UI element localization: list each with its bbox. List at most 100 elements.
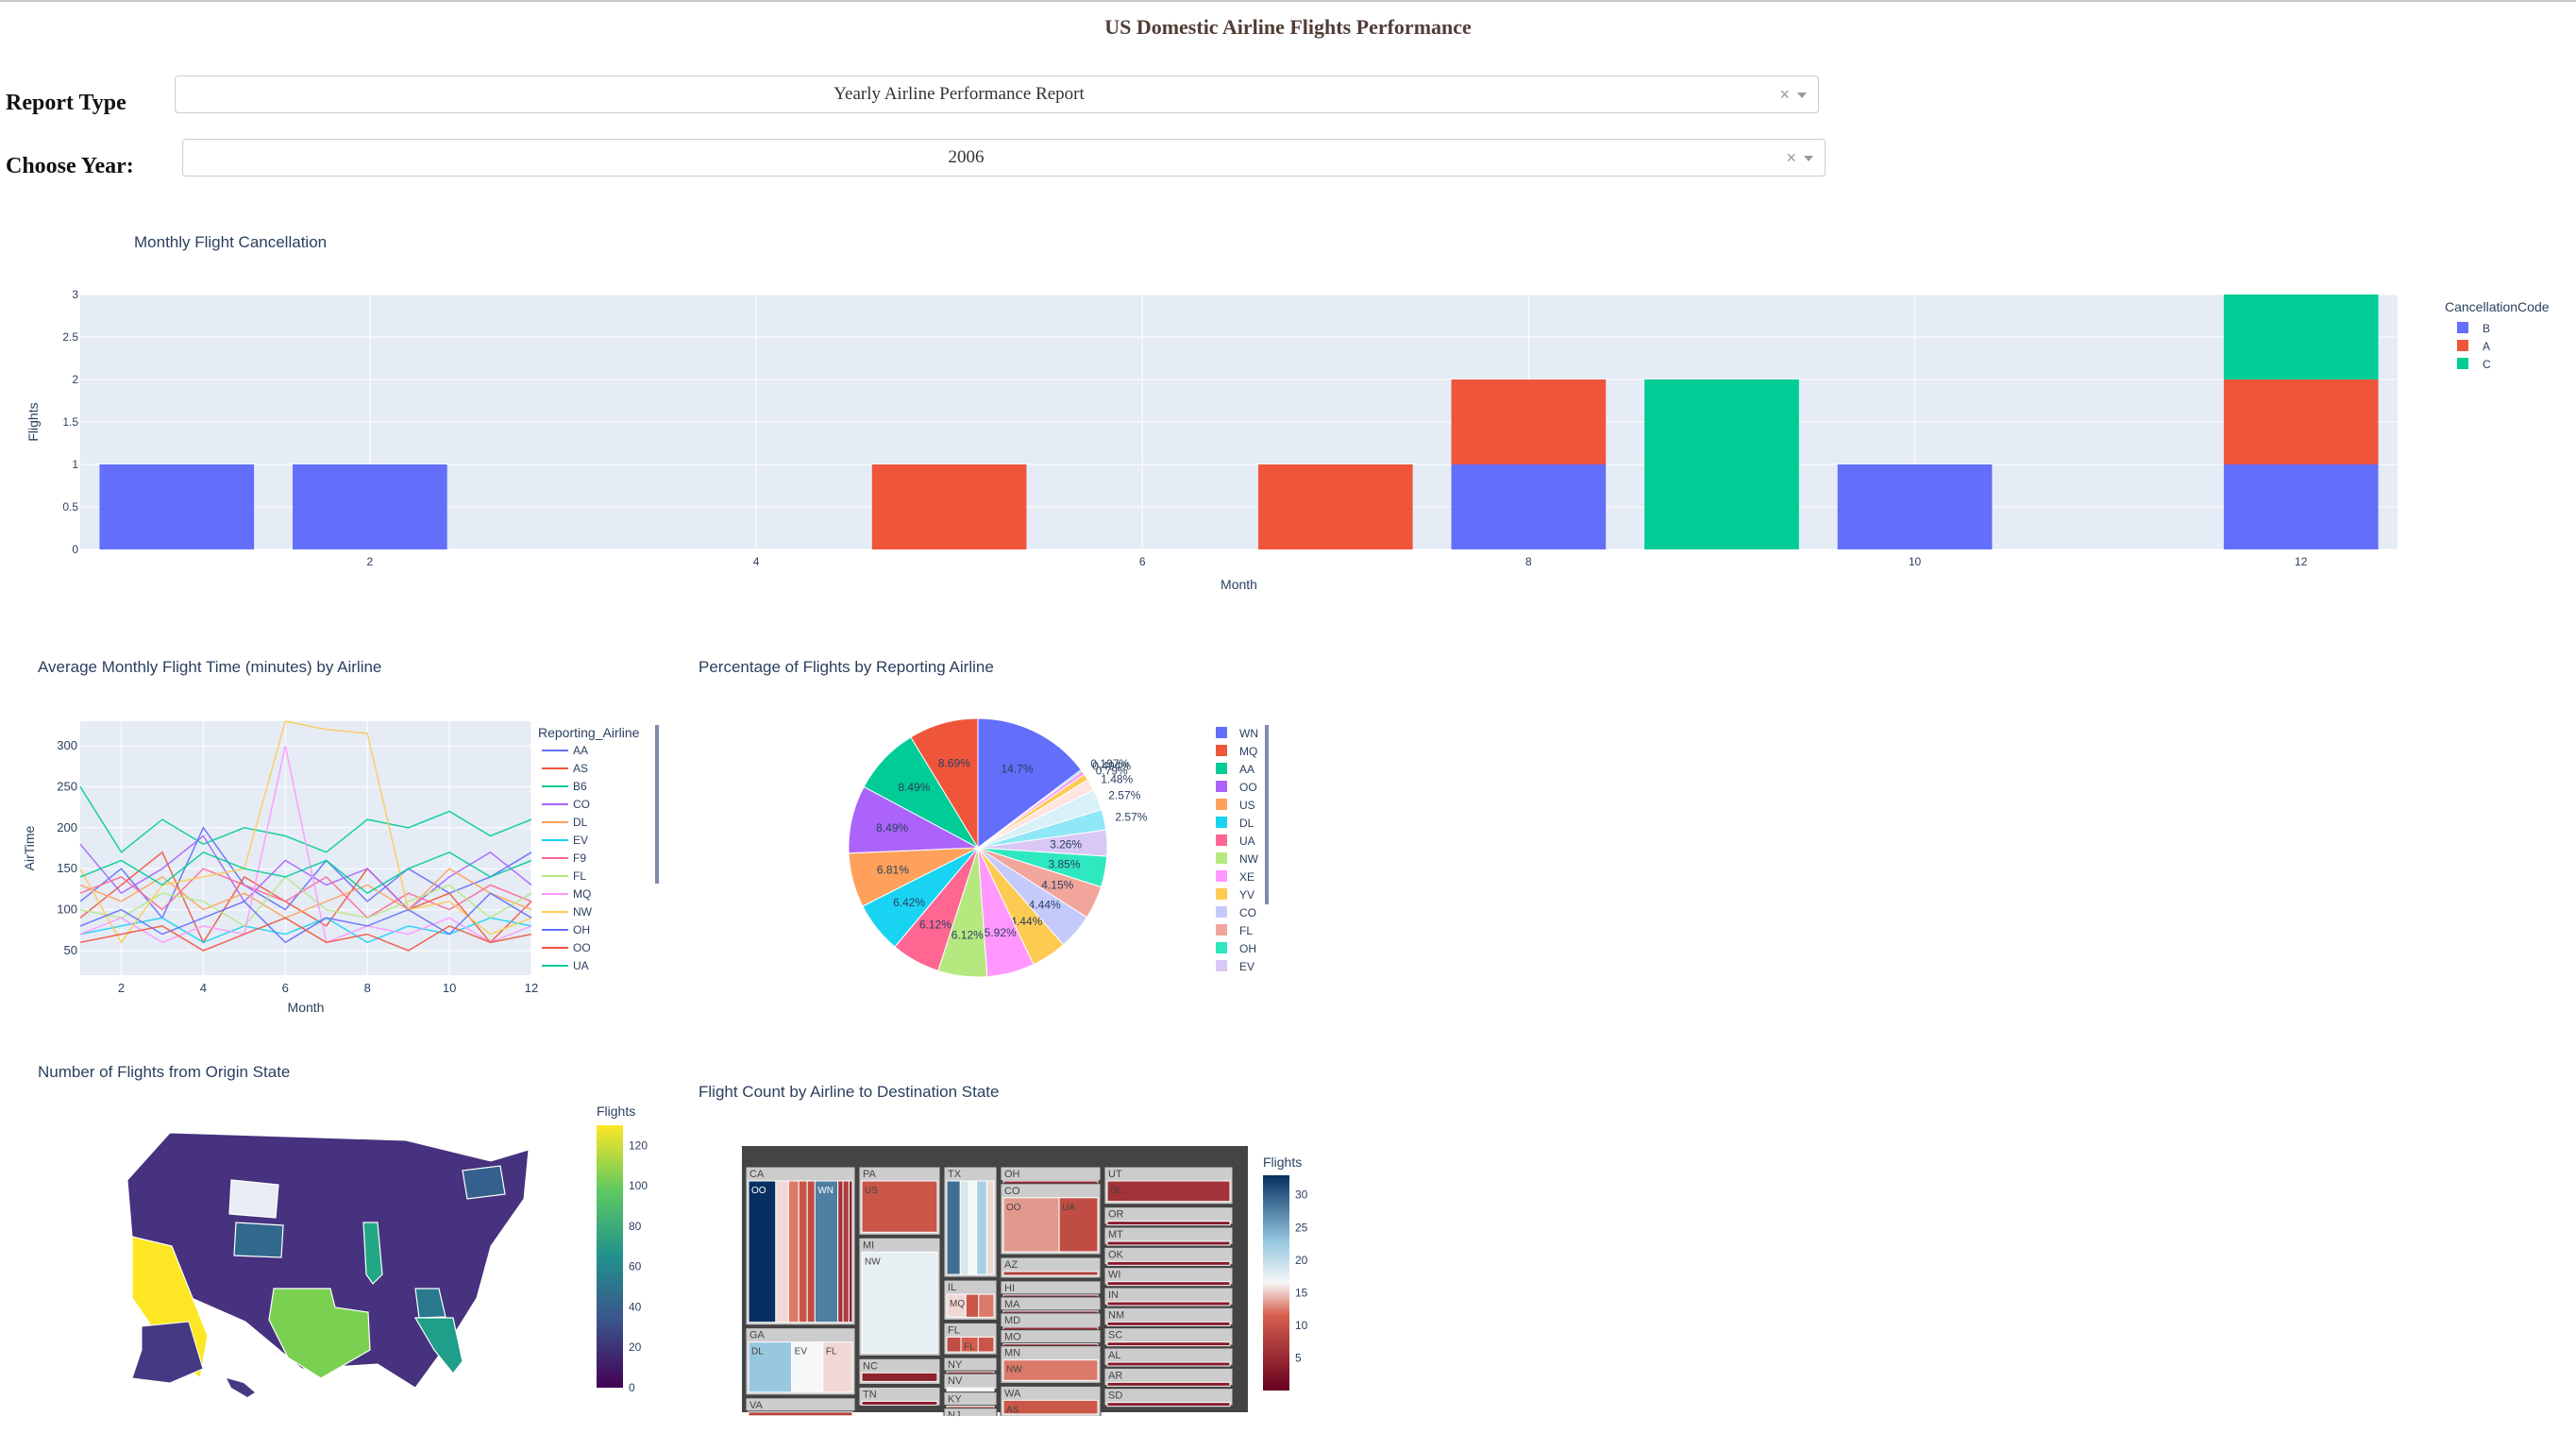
x-tick-label: 10 xyxy=(443,981,456,995)
legend-item: US xyxy=(1239,799,1255,812)
bar-B xyxy=(1837,464,1993,549)
treemap-cell-label: WN xyxy=(817,1186,833,1196)
colorbar-tick: 30 xyxy=(1295,1189,1308,1202)
treemap-cell-B6 xyxy=(837,1180,844,1323)
state-TX xyxy=(268,1288,371,1379)
colorbar xyxy=(597,1125,623,1388)
treemap-group-label: SC xyxy=(1108,1330,1122,1341)
colorbar-tick: 15 xyxy=(1295,1286,1308,1299)
treemap-cell-label: US xyxy=(865,1186,878,1196)
treemap-group-label: MD xyxy=(1004,1315,1020,1326)
treemap-cell-NW xyxy=(1106,1281,1231,1287)
treemap-cell-label: EV xyxy=(795,1347,808,1357)
state-GA xyxy=(414,1288,446,1319)
treemap-cell-AS xyxy=(1106,1221,1231,1226)
pie-value-label: 3.26% xyxy=(1050,838,1082,851)
y-tick-label: 0 xyxy=(72,543,78,556)
treemap-cell-NW xyxy=(1106,1240,1231,1246)
treemap-cell-WN xyxy=(1106,1321,1231,1326)
treemap-cell-NW xyxy=(861,1251,938,1354)
y-tick-label: 3 xyxy=(72,288,78,301)
report-type-dropdown[interactable]: Yearly Airline Performance Report × xyxy=(175,76,1819,113)
legend-swatch xyxy=(1216,960,1227,971)
legend-item: AA xyxy=(1239,763,1254,776)
x-tick-label: 4 xyxy=(200,981,207,995)
y-tick-label: 250 xyxy=(57,779,77,793)
legend-item: CO xyxy=(573,798,590,811)
plot-area xyxy=(80,721,531,975)
cancellation-chart: 0 0.5 1 1.5 2 2.5 3 2 4 6 8 10 12 Month Flights Cancell… xyxy=(25,288,2550,592)
treemap-cell-AA xyxy=(1106,1381,1231,1387)
treemap-cell-OO xyxy=(1002,1197,1060,1253)
pie-slice-MQ xyxy=(910,717,979,850)
chevron-down-icon[interactable] xyxy=(1804,156,1813,161)
state-NY xyxy=(462,1165,506,1200)
treemap-cell-UA xyxy=(978,1293,995,1318)
report-type-clear-icon[interactable]: × xyxy=(1779,85,1790,104)
treemap-cell-MQ xyxy=(976,1180,987,1275)
treemap-group-label: OR xyxy=(1108,1209,1124,1221)
colorbar-tick: 5 xyxy=(1295,1351,1302,1364)
pie-value-label: 6.81% xyxy=(877,864,909,877)
pie-value-label: 6.42% xyxy=(893,896,925,909)
legend-swatch xyxy=(1216,817,1227,828)
legend-swatch xyxy=(2457,340,2468,351)
x-tick-label: 8 xyxy=(1525,555,1532,568)
legend-item: AA xyxy=(573,744,588,757)
bar-B xyxy=(293,464,447,549)
legend-swatch xyxy=(1216,942,1227,953)
colorbar-title: Flights xyxy=(1263,1155,1302,1170)
colorbar-tick: 100 xyxy=(629,1179,648,1192)
colorbar-title: Flights xyxy=(597,1104,635,1119)
treemap-cell-AA xyxy=(946,1180,961,1275)
pie-value-label: 8.49% xyxy=(898,781,930,794)
treemap-cell-DL xyxy=(1106,1341,1231,1347)
chevron-down-icon[interactable] xyxy=(1797,93,1807,98)
pie-value-label: 2.57% xyxy=(1108,789,1140,802)
pie-value-label: 2.57% xyxy=(1115,811,1147,824)
treemap-cell-UA xyxy=(1058,1197,1099,1253)
line-EV xyxy=(79,917,532,944)
treemap-cell-UA xyxy=(775,1180,789,1323)
treemap-group-label: OK xyxy=(1108,1249,1124,1260)
treemap-cell-US xyxy=(861,1180,938,1233)
colorbar-tick: 40 xyxy=(629,1300,642,1313)
treemap-group-HI xyxy=(1000,1280,1102,1295)
pie-slice-WN xyxy=(977,717,1083,850)
y-tick-label: 300 xyxy=(57,738,77,752)
line-UA xyxy=(79,851,532,895)
treemap-group-label: OH xyxy=(1004,1169,1020,1180)
y-tick-label: 150 xyxy=(57,861,77,875)
pie-value-label: 4.44% xyxy=(1010,915,1042,928)
legend-swatch xyxy=(1216,870,1227,882)
airtime-title: Average Monthly Flight Time (minutes) by… xyxy=(38,658,382,676)
y-tick-label: 0.5 xyxy=(62,500,78,514)
treemap-group-label: WA xyxy=(1004,1388,1021,1399)
state-HI xyxy=(227,1378,255,1397)
bar-B xyxy=(99,464,255,549)
treemap-cell-AA xyxy=(1106,1260,1231,1266)
treemap-group-label: SD xyxy=(1108,1391,1122,1402)
y-tick-label: 1.5 xyxy=(62,415,78,429)
treemap-group-label: GA xyxy=(749,1330,766,1341)
legend-swatch xyxy=(1216,888,1227,900)
treemap-cell-AS xyxy=(842,1180,850,1323)
treemap-cell-label: FL xyxy=(964,1341,975,1352)
x-tick-label: 4 xyxy=(753,555,760,568)
year-clear-icon[interactable]: × xyxy=(1786,148,1796,167)
line-FL xyxy=(79,875,532,927)
legend-scrollbar xyxy=(655,725,659,884)
year-dropdown[interactable]: 2006 × xyxy=(182,139,1826,177)
legend-scrollbar xyxy=(1265,725,1269,904)
treemap-cell-FL xyxy=(822,1341,853,1393)
legend-item: OH xyxy=(1239,942,1256,955)
line-OO xyxy=(79,917,532,952)
treemap-cell-label: NW xyxy=(865,1256,881,1267)
legend-swatch xyxy=(1216,727,1227,738)
legend-swatch xyxy=(1216,906,1227,918)
treemap-cell-9E xyxy=(861,1400,938,1406)
treemap-group-label: MO xyxy=(1004,1332,1021,1343)
legend-item: UA xyxy=(573,959,589,972)
legend-item: AS xyxy=(573,762,588,775)
colorbar-tick: 80 xyxy=(629,1220,642,1233)
